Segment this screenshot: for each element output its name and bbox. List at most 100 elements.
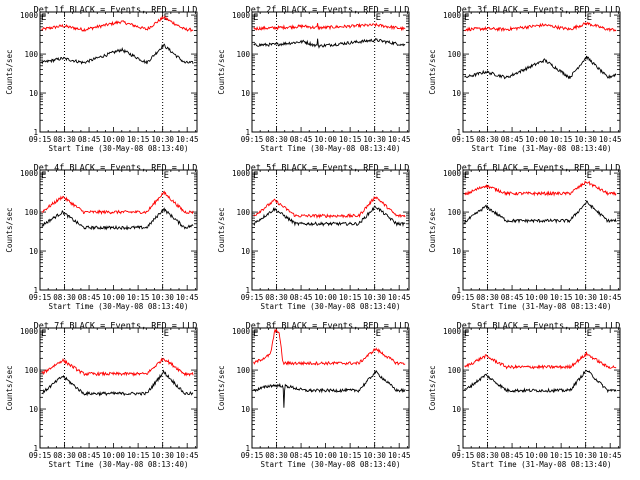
chart-panel-3: Det 3f BLACK = Events, RED = LLD 1 10 100 10… <box>428 6 621 154</box>
y-tick-label: 1000 <box>443 169 462 178</box>
x-tick-label: 10:45 <box>388 451 411 460</box>
x-tick-label: 10:30 <box>574 135 597 144</box>
x-tick-label: 10:45 <box>599 451 622 460</box>
x-tick-label: 09:15 <box>452 135 475 144</box>
x-tick-label: 08:30 <box>265 135 288 144</box>
events-series-line <box>253 369 406 408</box>
x-tick-label: 10:00 <box>102 451 125 460</box>
events-series-line <box>464 200 617 224</box>
event-marker-label: E <box>41 171 46 181</box>
x-tick-label: 10:30 <box>363 135 386 144</box>
x-tick-label: 10:15 <box>550 293 573 302</box>
y-tick-label: 100 <box>236 50 250 59</box>
y-axis-label: Counts/sec <box>428 207 437 252</box>
chart-panel-6: Det 6f BLACK = Events, RED = LLD 1 10 100 10… <box>428 164 621 312</box>
events-series-line <box>253 37 406 49</box>
x-axis-label: Start Time (30-May-08 08:13:40) <box>49 460 189 469</box>
y-tick-label: 1000 <box>443 327 462 336</box>
event-marker-label: E <box>464 171 469 181</box>
x-tick-label: 09:15 <box>452 451 475 460</box>
y-tick-label: 1 <box>245 128 250 137</box>
plot-frame <box>39 169 198 291</box>
chart-title: Det 4f BLACK = Events, RED = LLD <box>34 164 198 174</box>
x-tick-label: 08:45 <box>78 293 101 302</box>
event-marker-label: E <box>587 329 592 339</box>
y-axis-label: Counts/sec <box>217 49 226 94</box>
event-marker-label: E <box>464 13 469 23</box>
x-axis-label: Start Time (30-May-08 08:13:40) <box>261 302 401 311</box>
y-tick-label: 10 <box>241 89 251 98</box>
x-tick-label: 10:45 <box>388 135 411 144</box>
x-tick-label: 08:30 <box>53 451 76 460</box>
plot-frame <box>39 11 198 133</box>
chart-panel-7: Det 7f BLACK = Events, RED = LLD 1 10 100 10… <box>5 322 198 470</box>
event-marker-label: E <box>464 329 469 339</box>
chart-panel-1: Det 1f BLACK = Events, RED = LLD 1 10 100 10… <box>5 6 198 154</box>
x-tick-label: 09:15 <box>241 293 264 302</box>
y-tick-label: 1000 <box>443 11 462 20</box>
plot-frame <box>462 11 621 133</box>
x-tick-label: 10:15 <box>339 451 362 460</box>
y-tick-label: 10 <box>452 247 462 256</box>
lld-series-line <box>253 328 406 366</box>
y-tick-label: 1 <box>456 444 461 453</box>
event-marker-label: E <box>253 329 258 339</box>
x-tick-label: 10:45 <box>176 135 199 144</box>
x-tick-label: 10:00 <box>314 451 337 460</box>
x-tick-label: 10:30 <box>151 293 174 302</box>
plot-frame <box>462 169 621 291</box>
x-tick-label: 08:30 <box>476 135 499 144</box>
x-tick-label: 10:15 <box>127 451 150 460</box>
x-tick-label: 10:00 <box>102 293 125 302</box>
events-series-line <box>41 43 194 65</box>
lld-series-line <box>41 15 194 33</box>
event-marker-label: E <box>164 329 169 339</box>
x-tick-label: 10:45 <box>388 293 411 302</box>
x-tick-label: 08:45 <box>501 293 524 302</box>
chart-panel-2: Det 2f BLACK = Events, RED = LLD 1 10 100 10… <box>217 6 410 154</box>
x-tick-label: 08:45 <box>290 293 313 302</box>
x-tick-label: 10:00 <box>314 135 337 144</box>
y-axis-label: Counts/sec <box>5 365 14 410</box>
x-tick-label: 10:15 <box>550 135 573 144</box>
x-tick-label: 10:15 <box>550 451 573 460</box>
lld-series-line <box>41 357 194 377</box>
x-tick-label: 10:15 <box>127 293 150 302</box>
x-tick-label: 10:30 <box>574 293 597 302</box>
event-marker-label: E <box>376 329 381 339</box>
y-tick-label: 100 <box>24 366 38 375</box>
x-tick-label: 08:45 <box>78 135 101 144</box>
y-tick-label: 100 <box>236 366 250 375</box>
chart-title: Det 2f BLACK = Events, RED = LLD <box>246 6 410 16</box>
x-tick-label: 10:00 <box>525 293 548 302</box>
x-axis-label: Start Time (30-May-08 08:13:40) <box>261 460 401 469</box>
y-tick-label: 100 <box>24 50 38 59</box>
y-tick-label: 10 <box>241 405 251 414</box>
lld-series-line <box>253 22 406 32</box>
event-marker-label: E <box>587 13 592 23</box>
y-tick-label: 1000 <box>232 11 251 20</box>
y-tick-label: 1000 <box>232 169 251 178</box>
chart-title: Det 5f BLACK = Events, RED = LLD <box>246 164 410 174</box>
chart-panel-4: Det 4f BLACK = Events, RED = LLD 1 10 100 10… <box>5 164 198 312</box>
x-tick-label: 10:45 <box>176 293 199 302</box>
y-tick-label: 100 <box>236 208 250 217</box>
event-marker-label: E <box>41 329 46 339</box>
x-tick-label: 08:30 <box>476 293 499 302</box>
x-tick-label: 08:45 <box>501 135 524 144</box>
x-tick-label: 08:45 <box>501 451 524 460</box>
y-tick-label: 10 <box>452 405 462 414</box>
x-tick-label: 10:30 <box>363 293 386 302</box>
x-tick-label: 10:30 <box>151 135 174 144</box>
x-axis-label: Start Time (30-May-08 08:13:40) <box>261 144 401 153</box>
y-tick-label: 10 <box>452 89 462 98</box>
event-marker-label: E <box>376 13 381 23</box>
events-series-line <box>41 207 194 231</box>
x-tick-label: 08:45 <box>78 451 101 460</box>
y-axis-label: Counts/sec <box>428 365 437 410</box>
x-tick-label: 10:15 <box>127 135 150 144</box>
y-tick-label: 100 <box>447 208 461 217</box>
x-tick-label: 08:30 <box>53 135 76 144</box>
y-axis-label: Counts/sec <box>5 49 14 94</box>
